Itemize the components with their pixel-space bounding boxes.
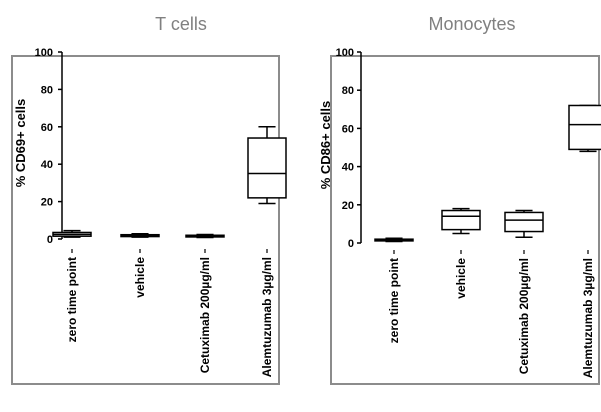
y-tick-label: 40 bbox=[342, 162, 354, 174]
y-tick-label: 20 bbox=[342, 200, 354, 212]
chart-panel-t-cells: T cells 0 20 40 60 80 100 % CD69+ cells zero tim… bbox=[11, 14, 287, 385]
y-tick-label: 100 bbox=[35, 47, 53, 59]
y-tick-label: 80 bbox=[41, 84, 53, 96]
y-tick-label: 100 bbox=[336, 47, 354, 59]
box-iqr bbox=[504, 211, 544, 233]
x-category-label: Alemtuzumab 3µg/ml bbox=[581, 258, 595, 378]
box-iqr bbox=[568, 104, 601, 151]
x-category-label: Cetuximab 200µg/ml bbox=[198, 257, 212, 373]
y-tick-label: 60 bbox=[41, 122, 53, 134]
y-tick-label: 0 bbox=[348, 238, 354, 250]
box-2: Cetuximab 200µg/ml bbox=[185, 233, 225, 373]
chart-panel-monocytes: Monocytes 0 20 40 60 80 100 % CD86+ cells zero t… bbox=[318, 14, 601, 385]
box-iqr bbox=[441, 209, 481, 231]
box-1: vehicle bbox=[441, 207, 481, 299]
x-category-label: vehicle bbox=[454, 258, 468, 299]
chart-title: T cells bbox=[155, 14, 207, 34]
box-0: zero time point bbox=[52, 229, 92, 342]
box-2: Cetuximab 200µg/ml bbox=[504, 209, 544, 374]
box-1: vehicle bbox=[120, 233, 160, 298]
y-axis-label: % CD86+ cells bbox=[318, 101, 333, 190]
box-3: Alemtuzumab 3µg/ml bbox=[247, 126, 287, 377]
box-0: zero time point bbox=[374, 237, 414, 343]
y-tick-label: 40 bbox=[41, 159, 53, 171]
x-category-label: zero time point bbox=[387, 258, 401, 343]
panel-frame bbox=[330, 55, 600, 385]
box-iqr bbox=[247, 137, 287, 199]
x-category-label: zero time point bbox=[65, 257, 79, 342]
panel-frame bbox=[11, 55, 280, 385]
y-tick-label: 60 bbox=[342, 123, 354, 135]
x-category-label: Cetuximab 200µg/ml bbox=[517, 258, 531, 374]
y-tick-label: 80 bbox=[342, 85, 354, 97]
y-tick-label: 20 bbox=[41, 197, 53, 209]
x-category-label: Alemtuzumab 3µg/ml bbox=[260, 257, 274, 377]
y-axis-label: % CD69+ cells bbox=[13, 99, 28, 188]
x-category-label: vehicle bbox=[133, 257, 147, 298]
box-3: Alemtuzumab 3µg/ml bbox=[568, 104, 601, 378]
y-tick-label: 0 bbox=[47, 234, 53, 246]
chart-title: Monocytes bbox=[428, 14, 515, 34]
